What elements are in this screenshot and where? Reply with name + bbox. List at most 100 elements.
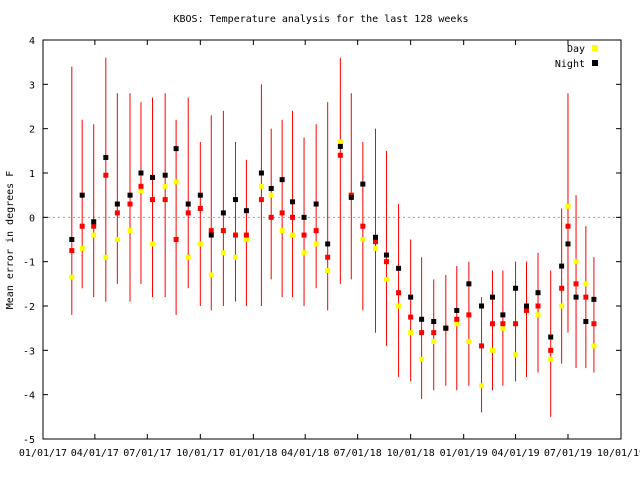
mean-point	[383, 259, 389, 265]
mean-point	[290, 214, 296, 220]
mean-point	[127, 201, 133, 207]
mean-point	[535, 303, 541, 309]
night-point	[348, 194, 354, 200]
day-point	[232, 254, 238, 260]
day-point	[383, 276, 389, 282]
night-point	[419, 316, 425, 322]
mean-point	[279, 210, 285, 216]
day-point	[162, 183, 168, 189]
points-layer	[69, 139, 597, 389]
day-point	[454, 321, 460, 327]
mean-point	[208, 228, 214, 234]
day-point	[173, 179, 179, 185]
day-point	[559, 303, 565, 309]
night-point	[583, 319, 589, 325]
mean-point	[479, 343, 485, 349]
night-point	[114, 201, 120, 207]
y-tick-label: -1	[23, 258, 35, 269]
day-point	[268, 192, 274, 198]
mean-point	[220, 228, 226, 234]
mean-point	[114, 210, 120, 216]
x-tick-label: 04/01/18	[281, 448, 329, 459]
day-point	[79, 245, 85, 251]
mean-point	[162, 197, 168, 203]
night-point	[258, 170, 264, 176]
day-point	[360, 237, 366, 242]
night-point	[565, 241, 571, 247]
day-point	[479, 383, 485, 389]
mean-point	[79, 223, 85, 229]
night-point	[337, 143, 343, 149]
day-point	[466, 338, 472, 344]
day-point	[313, 241, 319, 247]
mean-point	[197, 205, 203, 211]
night-point	[573, 294, 579, 300]
night-point	[232, 197, 238, 203]
day-point	[185, 254, 191, 260]
legend-label-night: Night	[555, 59, 585, 70]
night-point	[79, 192, 85, 198]
night-point	[443, 325, 449, 331]
day-point	[290, 232, 296, 238]
y-axis-label: Mean error in degrees F	[5, 171, 16, 309]
night-point	[208, 232, 214, 238]
day-point	[208, 272, 214, 278]
day-point	[408, 330, 414, 336]
day-point	[513, 352, 519, 358]
x-tick-label: 04/01/19	[491, 448, 539, 459]
day-point	[573, 259, 579, 265]
day-point	[548, 356, 554, 362]
day-point	[325, 268, 331, 274]
night-point	[513, 285, 519, 291]
day-point	[583, 281, 589, 287]
night-point	[268, 186, 274, 192]
day-point	[103, 254, 109, 260]
mean-point	[268, 214, 274, 220]
night-point	[301, 214, 307, 220]
x-tick-label: 07/01/19	[544, 448, 592, 459]
mean-point	[466, 312, 472, 318]
night-point	[149, 174, 155, 180]
mean-point	[173, 237, 179, 242]
night-point	[454, 307, 460, 313]
mean-point	[91, 223, 97, 229]
day-point	[138, 188, 144, 194]
mean-point	[591, 321, 597, 327]
day-point	[500, 325, 506, 331]
mean-point	[258, 197, 264, 203]
y-tick-label: 0	[29, 213, 35, 224]
day-point	[565, 203, 571, 209]
y-tick-label: -5	[23, 435, 35, 446]
mean-point	[431, 330, 437, 336]
mean-point	[548, 347, 554, 353]
x-tick-label: 10/01/18	[387, 448, 435, 459]
mean-point	[313, 228, 319, 234]
mean-point	[360, 223, 366, 229]
night-point	[162, 172, 168, 178]
mean-point	[513, 321, 519, 327]
mean-point	[149, 197, 155, 203]
night-point	[313, 201, 319, 207]
mean-point	[337, 152, 343, 158]
day-point	[301, 250, 307, 256]
y-tick-label: -4	[23, 391, 35, 402]
y-tick-label: 2	[29, 125, 35, 136]
mean-point	[138, 183, 144, 189]
night-point	[185, 201, 191, 207]
mean-point	[103, 172, 109, 178]
day-point	[243, 237, 249, 242]
day-point	[149, 241, 155, 247]
y-tick-label: -3	[23, 346, 35, 357]
y-tick-label: 3	[29, 80, 35, 91]
night-point	[396, 265, 402, 271]
night-point	[383, 252, 389, 258]
day-point	[127, 228, 133, 234]
mean-point	[408, 314, 414, 320]
day-point	[337, 139, 343, 145]
day-point	[91, 232, 97, 238]
mean-point	[232, 232, 238, 238]
night-point	[197, 192, 203, 198]
day-point	[220, 250, 226, 256]
mean-point	[559, 285, 565, 291]
mean-point	[489, 321, 495, 327]
